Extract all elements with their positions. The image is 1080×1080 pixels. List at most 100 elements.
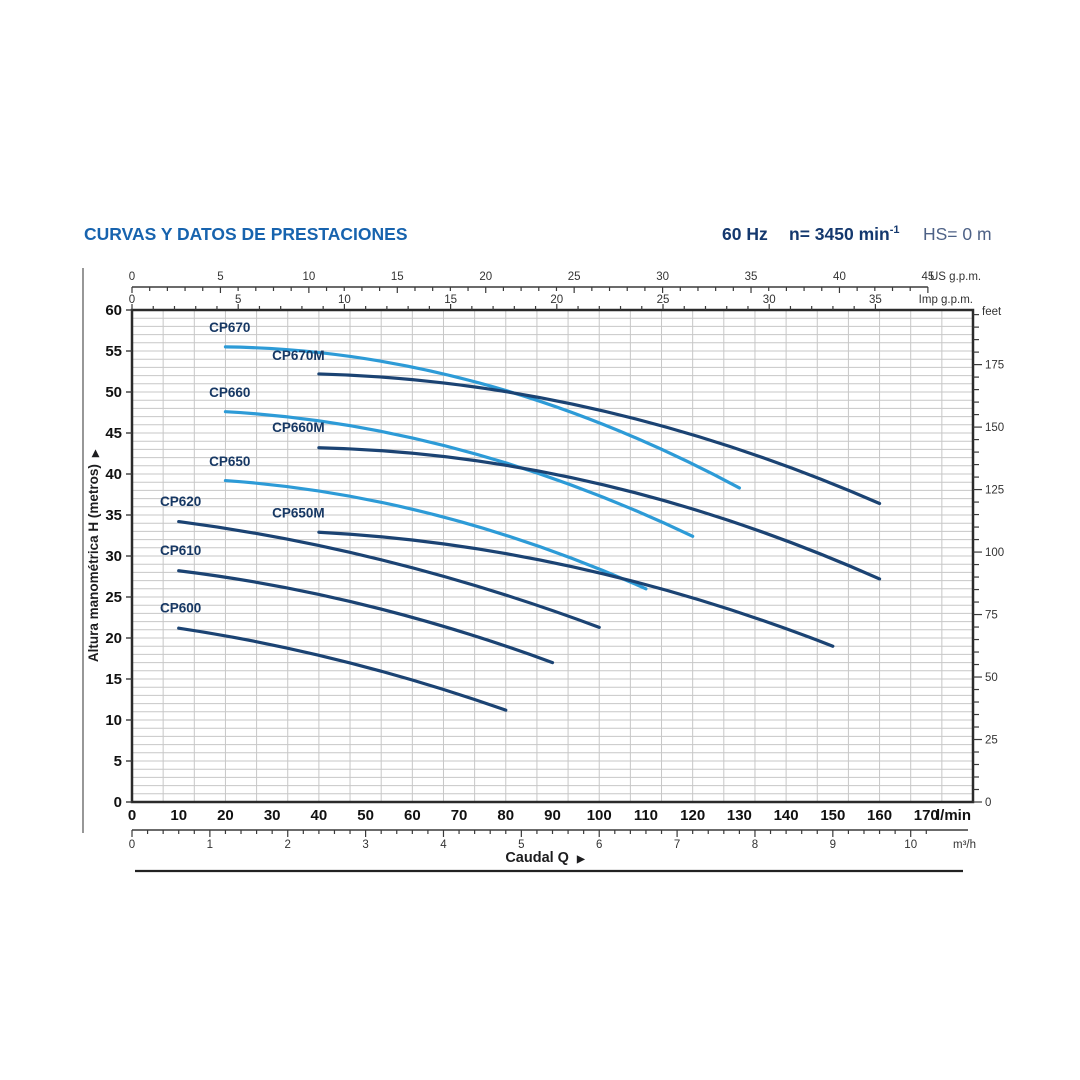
pump-curve-CP670 (223, 345, 741, 490)
pump-curve-CP650 (223, 478, 648, 591)
impgpm-tick-label: 20 (550, 294, 563, 306)
metros-tick-label: 40 (105, 466, 122, 483)
metros-tick-label: 20 (105, 630, 122, 647)
y-axis-arrow-icon: ▶ (90, 448, 101, 458)
lmin-tick-label: 130 (727, 807, 752, 824)
impgpm-tick-label: 15 (444, 294, 457, 306)
m3h-unit-label: m³/h (953, 839, 976, 851)
impgpm-tick-label: 0 (129, 294, 135, 306)
usgpm-tick-label: 10 (302, 271, 315, 283)
metros-tick-label: 55 (105, 343, 122, 360)
m3h-tick-label: 3 (362, 839, 368, 851)
lmin-tick-label: 90 (544, 807, 561, 824)
usgpm-tick-label: 25 (568, 271, 581, 283)
m3h-tick-label: 4 (440, 839, 447, 851)
lmin-tick-label: 160 (867, 807, 892, 824)
speed-superscript: -1 (890, 224, 900, 236)
feet-tick-label: 125 (985, 485, 1004, 497)
us-gpm-unit-label: US g.p.m. (930, 271, 981, 283)
metros-tick-label: 15 (105, 671, 122, 688)
feet-tick-label: 75 (985, 610, 998, 622)
x-axis-arrow-icon: ▶ (576, 854, 586, 865)
m3h-tick-label: 1 (207, 839, 213, 851)
curve-label-CP660: CP660 (209, 385, 250, 400)
x-axis-title-text: Caudal Q (505, 850, 569, 866)
lmin-tick-label: 10 (170, 807, 187, 824)
curve-label-CP620: CP620 (160, 494, 201, 509)
m3h-tick-label: 0 (129, 839, 135, 851)
y-axis-title-text: Altura manométrica H (metros) (86, 464, 101, 662)
impgpm-tick-label: 5 (235, 294, 241, 306)
lmin-tick-label: 20 (217, 807, 234, 824)
lmin-tick-label: 100 (587, 807, 612, 824)
impgpm-tick-label: 10 (338, 294, 351, 306)
feet-tick-label: 175 (985, 360, 1004, 372)
metros-tick-label: 50 (105, 384, 122, 401)
lmin-tick-label: 70 (451, 807, 468, 824)
metros-tick-label: 5 (114, 753, 122, 770)
usgpm-tick-label: 45 (921, 271, 934, 283)
curve-label-CP670: CP670 (209, 320, 250, 335)
lmin-tick-label: 40 (311, 807, 328, 824)
impgpm-tick-label: 25 (657, 294, 670, 306)
m3h-tick-label: 2 (285, 839, 291, 851)
frequency-value: 60 Hz (722, 224, 768, 244)
pump-curve-CP620 (177, 519, 601, 629)
curve-label-CP650M: CP650M (272, 505, 325, 520)
metros-tick-label: 10 (105, 712, 122, 729)
feet-unit-label: feet (982, 306, 1002, 318)
pump-curve-CP670M (317, 372, 882, 506)
feet-tick-label: 25 (985, 735, 998, 747)
metros-tick-label: 0 (114, 794, 122, 811)
pump-curve-CP600 (177, 626, 508, 712)
lmin-tick-label: 120 (680, 807, 705, 824)
curve-label-CP660M: CP660M (272, 420, 325, 435)
suction-head-value: HS= 0 m (923, 224, 992, 244)
pump-curve-CP650M (317, 530, 835, 648)
metros-tick-label: 35 (105, 507, 122, 524)
feet-tick-label: 50 (985, 672, 998, 684)
lmin-tick-label: 110 (634, 807, 658, 824)
lmin-tick-label: 60 (404, 807, 421, 824)
feet-tick-label: 0 (985, 797, 991, 809)
curve-label-CP600: CP600 (160, 601, 201, 616)
speed-value: n= 3450 min-1 (789, 224, 899, 244)
lmin-tick-label: 80 (497, 807, 514, 824)
pump-curve-CP660 (223, 410, 695, 538)
m3h-tick-label: 7 (674, 839, 680, 851)
impgpm-tick-label: 35 (869, 294, 882, 306)
usgpm-tick-label: 40 (833, 271, 846, 283)
imp-gpm-unit-label: Imp g.p.m. (919, 294, 973, 306)
feet-tick-label: 100 (985, 547, 1004, 559)
usgpm-tick-label: 35 (745, 271, 758, 283)
lmin-tick-label: 140 (774, 807, 799, 824)
m3h-tick-label: 8 (752, 839, 758, 851)
m3h-tick-label: 9 (830, 839, 836, 851)
lmin-tick-label: 50 (357, 807, 374, 824)
metros-tick-label: 30 (105, 548, 122, 565)
metros-tick-label: 45 (105, 425, 122, 442)
impgpm-tick-label: 30 (763, 294, 776, 306)
lmin-tick-label: 0 (128, 807, 136, 824)
m3h-tick-label: 10 (904, 839, 917, 851)
metros-tick-label: 25 (105, 589, 122, 606)
lmin-tick-label: 170 (914, 807, 939, 824)
lmin-tick-label: 30 (264, 807, 281, 824)
lmin-unit-label: l/min (936, 807, 971, 824)
m3h-tick-label: 5 (518, 839, 524, 851)
x-axis-title: Caudal Q ▶ (505, 850, 586, 866)
curve-label-CP650: CP650 (209, 454, 250, 469)
usgpm-tick-label: 0 (129, 271, 135, 283)
y-axis-title: Altura manométrica H (metros) ▶ (86, 448, 101, 662)
feet-tick-label: 150 (985, 422, 1004, 434)
pump-curve-CP610 (177, 569, 555, 665)
curve-label-CP670M: CP670M (272, 348, 325, 363)
speed-prefix: n= 3450 min (789, 224, 890, 244)
usgpm-tick-label: 30 (656, 271, 669, 283)
pump-curve-CP660M (317, 446, 882, 581)
curve-label-CP610: CP610 (160, 543, 201, 558)
metros-tick-label: 60 (105, 302, 122, 319)
